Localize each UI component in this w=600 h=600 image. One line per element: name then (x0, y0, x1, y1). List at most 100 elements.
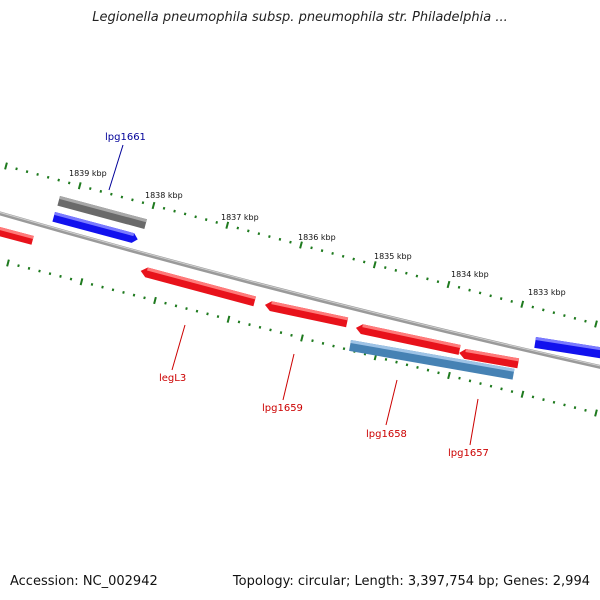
inner-tick-51 (542, 398, 545, 402)
outer-tick-2 (25, 170, 29, 174)
inner-tick-45 (479, 382, 482, 385)
scale-label-1835: 1835 kbp (374, 252, 412, 261)
outer-tick-54 (573, 316, 577, 320)
inner-tick-32 (342, 347, 346, 351)
inner-tick-24 (258, 325, 262, 329)
label-lpg1661[interactable]: lpg1661 (105, 132, 146, 143)
outer-tick-52 (552, 311, 556, 315)
outer-tick-48 (510, 299, 514, 303)
outer-tick-21 (225, 221, 230, 229)
outer-tick-37 (394, 268, 398, 272)
map-title: Legionella pneumophila subsp. pneumophil… (92, 10, 508, 25)
inner-tick-30 (321, 341, 325, 345)
outer-tick-35 (372, 261, 377, 269)
outer-tick-50 (531, 305, 535, 309)
outer-tick-40 (426, 277, 429, 281)
outer-tick-24 (257, 232, 261, 236)
inner-tick-13 (143, 296, 146, 300)
inner-tick-28 (300, 334, 304, 342)
outer-tick-55 (584, 319, 587, 323)
inner-tick-44 (468, 379, 472, 383)
outer-tick-51 (542, 308, 545, 312)
outer-tick-36 (383, 266, 387, 270)
label-legL3[interactable]: legL3 (159, 373, 186, 384)
inner-tick-9 (101, 285, 104, 289)
inner-tick-54 (573, 406, 577, 410)
outer-tick-1 (15, 167, 18, 171)
outer-tick-5 (57, 178, 60, 182)
outer-tick-13 (141, 201, 145, 205)
leader-lpg1659 (282, 353, 295, 401)
outer-tick-30 (320, 249, 324, 253)
outer-tick-44 (468, 288, 471, 292)
outer-tick-27 (289, 240, 292, 244)
accession-text: Accession: NC_002942 (10, 574, 158, 589)
inner-tick-ring (6, 259, 598, 417)
label-lpg1658[interactable]: lpg1658 (366, 429, 407, 440)
inner-tick-40 (426, 368, 430, 372)
gene-partial-right[interactable] (534, 337, 600, 359)
outer-tick-10 (110, 192, 113, 196)
outer-tick-23 (247, 229, 250, 233)
outer-tick-16 (173, 209, 176, 213)
outer-tick-4 (46, 175, 50, 179)
leader-lpg1658 (385, 379, 398, 426)
scale-label-1834: 1834 kbp (451, 270, 489, 279)
label-lpg1657[interactable]: lpg1657 (448, 448, 489, 459)
outer-tick-56 (594, 320, 598, 328)
outer-tick-7 (77, 182, 82, 190)
inner-tick-56 (594, 409, 598, 417)
inner-tick-53 (563, 403, 566, 407)
inner-tick-41 (437, 371, 440, 375)
inner-tick-25 (269, 328, 272, 332)
outer-tick-12 (131, 198, 134, 202)
inner-tick-3 (38, 269, 41, 273)
inner-tick-50 (531, 395, 535, 399)
scale-label-1839: 1839 kbp (69, 169, 107, 178)
inner-tick-10 (111, 288, 115, 292)
inner-tick-5 (59, 274, 62, 278)
leader-lpg1661 (108, 144, 124, 191)
inner-tick-55 (584, 408, 587, 412)
gene-lpg1658[interactable] (355, 323, 461, 355)
gene-legL3[interactable] (139, 266, 256, 307)
inner-tick-27 (290, 333, 293, 337)
label-lpg1659[interactable]: lpg1659 (262, 403, 303, 414)
inner-tick-29 (311, 339, 314, 343)
outer-tick-22 (236, 226, 240, 230)
scale-label-1833: 1833 kbp (528, 288, 566, 297)
inner-tick-21 (226, 315, 231, 323)
inner-tick-39 (416, 366, 419, 369)
gene-lpg1657[interactable] (458, 348, 520, 369)
outer-tick-43 (457, 285, 461, 289)
gene-steelblue-bottom[interactable] (349, 340, 515, 380)
scale-label-1837: 1837 kbp (221, 213, 259, 222)
gene-lpg1661[interactable] (52, 212, 139, 244)
outer-tick-6 (67, 181, 71, 185)
scale-label-1836: 1836 kbp (298, 233, 336, 242)
inner-tick-20 (216, 315, 220, 319)
outer-tick-11 (120, 195, 124, 199)
outer-tick-41 (436, 280, 440, 284)
gene-partial-left[interactable] (0, 224, 34, 245)
inner-tick-7 (79, 278, 84, 286)
inner-tick-16 (174, 304, 178, 308)
outer-tick-34 (362, 260, 366, 264)
inner-tick-37 (395, 360, 398, 364)
outer-tick-45 (478, 291, 482, 295)
inner-tick-38 (405, 363, 409, 367)
inner-tick-23 (248, 323, 251, 327)
outer-tick-9 (99, 189, 103, 193)
inner-tick-22 (237, 320, 241, 324)
inner-tick-31 (332, 344, 335, 348)
outer-tick-39 (415, 274, 419, 278)
inner-tick-12 (132, 293, 136, 297)
outer-tick-33 (352, 257, 355, 261)
gene-lpg1659[interactable] (264, 300, 349, 328)
gene-gray-top[interactable] (57, 196, 147, 229)
outer-tick-42 (446, 280, 451, 289)
inner-tick-19 (206, 312, 209, 316)
genome-backbone-highlight (0, 211, 600, 367)
outer-tick-31 (331, 251, 334, 255)
